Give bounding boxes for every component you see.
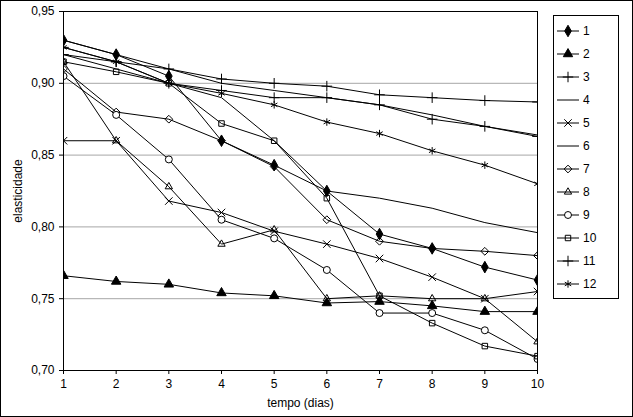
html-text:1: 1 <box>583 23 590 38</box>
svg-text:5: 5 <box>271 377 278 391</box>
svg-text:0,95: 0,95 <box>31 4 55 18</box>
svg-text:3: 3 <box>165 377 172 391</box>
svg-text:2: 2 <box>113 377 120 391</box>
svg-text:7: 7 <box>376 377 383 391</box>
html-text:2: 2 <box>583 46 590 61</box>
svg-text:8: 8 <box>429 377 436 391</box>
svg-text:0,90: 0,90 <box>31 76 55 90</box>
html-text:8: 8 <box>583 184 590 199</box>
svg-text:0,85: 0,85 <box>31 148 55 162</box>
html-text:3: 3 <box>583 69 590 84</box>
html-text:7: 7 <box>583 161 590 176</box>
svg-text:tempo (dias): tempo (dias) <box>267 396 334 410</box>
svg-text:0,70: 0,70 <box>31 363 55 377</box>
html-text:12: 12 <box>583 276 597 291</box>
svg-text:4: 4 <box>218 377 225 391</box>
svg-text:0,80: 0,80 <box>31 220 55 234</box>
svg-text:9: 9 <box>481 377 488 391</box>
svg-text:10: 10 <box>531 377 545 391</box>
html-text:6: 6 <box>583 138 590 153</box>
html-text:9: 9 <box>583 207 590 222</box>
html-text:11: 11 <box>583 253 596 268</box>
svg-text:6: 6 <box>323 377 330 391</box>
html-text:10: 10 <box>583 230 597 245</box>
svg-text:1: 1 <box>60 377 67 391</box>
html-text:4: 4 <box>583 92 590 107</box>
svg-text:0,75: 0,75 <box>31 292 55 306</box>
svg-text:elasticidade: elasticidade <box>11 159 25 223</box>
html-text:5: 5 <box>583 115 590 130</box>
